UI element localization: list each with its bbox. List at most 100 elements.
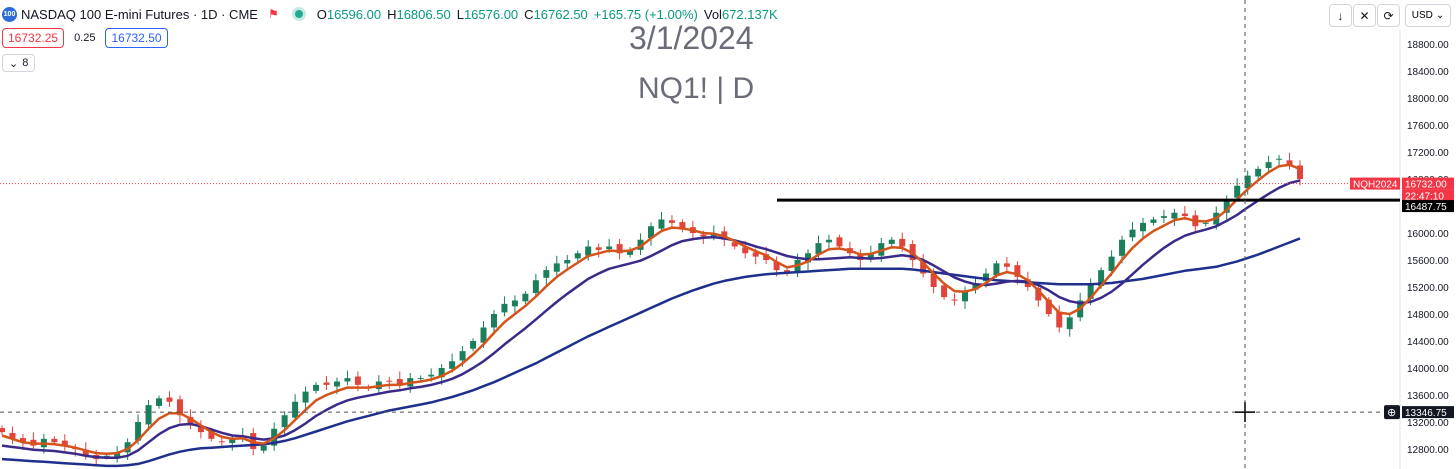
candle-body — [61, 440, 68, 446]
candle-body — [668, 220, 675, 223]
candle-body — [731, 242, 738, 247]
price-tick-label: 13600.00 — [1407, 391, 1449, 402]
candle-body — [637, 239, 644, 250]
candle-body — [229, 438, 236, 444]
change-value: +165.75 (+1.00%) — [593, 6, 698, 22]
open-value: 16596.00 — [326, 6, 382, 22]
candle-body — [972, 283, 979, 290]
price-tick-label: 17600.00 — [1407, 121, 1449, 132]
spread-value: 0.25 — [74, 32, 96, 44]
candle-body — [606, 246, 613, 250]
hline-price-tag: 16487.75 — [1405, 202, 1447, 213]
price-tick-label: 15200.00 — [1407, 283, 1449, 294]
price-tick-label: 18400.00 — [1407, 67, 1449, 78]
candle-body — [648, 226, 654, 239]
candle-body — [1223, 199, 1230, 213]
buy-price-button[interactable]: 16732.50 — [105, 28, 168, 48]
candle-body — [836, 237, 843, 247]
candle-body — [1119, 239, 1126, 256]
candle-body — [145, 405, 152, 425]
candle-body — [595, 247, 602, 250]
candle-body — [763, 254, 770, 260]
sell-price-button[interactable]: 16732.25 — [2, 28, 65, 48]
countdown-tag: 22:47:10 — [1405, 192, 1444, 203]
open-label: O — [316, 6, 327, 22]
chevron-down-icon: ⌄ — [9, 57, 19, 70]
candle-body — [333, 381, 340, 387]
symbol-tag-bg — [1350, 177, 1400, 190]
ma-mid-line — [1, 179, 1301, 460]
candle-body — [281, 415, 288, 428]
ohlc-readout: O 16596.00 H 16806.50 L 16576.00 C 16762… — [317, 7, 784, 22]
candle-body — [1056, 311, 1063, 328]
candle-body — [982, 273, 989, 282]
flag-icon[interactable]: ⚑ — [267, 7, 279, 21]
volume-label: Vol — [703, 6, 722, 22]
candle-body — [135, 422, 142, 441]
candle-body — [176, 399, 183, 416]
candle-body — [197, 425, 204, 433]
download-icon[interactable]: ↓ — [1329, 4, 1352, 27]
candle-body — [532, 280, 539, 293]
candle-body — [867, 253, 874, 259]
candle-body — [114, 452, 121, 458]
candle-body — [344, 378, 351, 382]
candle-body — [1297, 165, 1303, 179]
candle-body — [218, 441, 225, 443]
candle-body — [825, 239, 832, 243]
collapse-icon[interactable]: ✕ — [1353, 4, 1376, 27]
price-tick-label: 14000.00 — [1407, 364, 1449, 375]
symbol-header: 100 NASDAQ 100 E-mini Futures · 1D · CME… — [0, 4, 784, 24]
refresh-icon[interactable]: ⟳ — [1377, 4, 1400, 27]
candle-body — [1244, 175, 1251, 189]
countdown-tag-bg — [1402, 189, 1454, 202]
candle-body — [1202, 222, 1209, 224]
indicators-toggle-button[interactable]: ⌄ 8 — [2, 54, 36, 72]
trade-prices: 16732.25 0.25 16732.50 — [0, 28, 168, 48]
candle-body — [103, 455, 110, 457]
candle-body — [156, 398, 163, 406]
candle-body — [396, 379, 403, 385]
candle-body — [1286, 160, 1293, 166]
candle-body — [752, 252, 759, 257]
high-value: 16806.50 — [396, 6, 451, 22]
price-tick-label: 18800.00 — [1407, 40, 1449, 51]
candle-body — [805, 253, 812, 263]
ma-slow-line — [1, 237, 1301, 468]
candle-body — [658, 219, 665, 229]
candle-body — [1087, 283, 1094, 299]
candle-body — [480, 327, 487, 343]
watermark-date: 3/1/2024 — [629, 20, 754, 56]
ma-fast-line — [1, 163, 1301, 455]
candle-body — [553, 263, 560, 272]
candle-body — [627, 249, 634, 255]
candle-body — [1108, 256, 1115, 271]
volume-value: 672.137K — [721, 6, 778, 22]
candle-body — [941, 285, 948, 298]
candle-body — [888, 239, 895, 244]
candle-body — [522, 293, 529, 302]
currency-select[interactable]: USD ⌄ — [1405, 4, 1451, 27]
candle-body — [1150, 219, 1157, 223]
candle-body — [354, 376, 361, 385]
candle-body — [951, 299, 958, 301]
market-status-icon — [294, 10, 303, 18]
candle-body — [417, 378, 424, 380]
candle-body — [19, 438, 26, 443]
low-value: 16576.00 — [463, 6, 519, 22]
currency-label: USD — [1411, 10, 1433, 21]
price-tick-label: 16000.00 — [1407, 229, 1449, 240]
candle-body — [511, 300, 518, 307]
candle-body — [438, 368, 445, 378]
candle-body — [962, 290, 969, 302]
candle-body — [616, 244, 623, 254]
candle-body — [449, 361, 456, 369]
candle-body — [700, 234, 707, 237]
candle-body — [386, 380, 393, 382]
candle-body — [459, 351, 466, 361]
candle-body — [574, 253, 581, 259]
symbol-title[interactable]: NASDAQ 100 E-mini Futures · 1D · CME — [21, 6, 258, 22]
candle-body — [1129, 229, 1136, 238]
